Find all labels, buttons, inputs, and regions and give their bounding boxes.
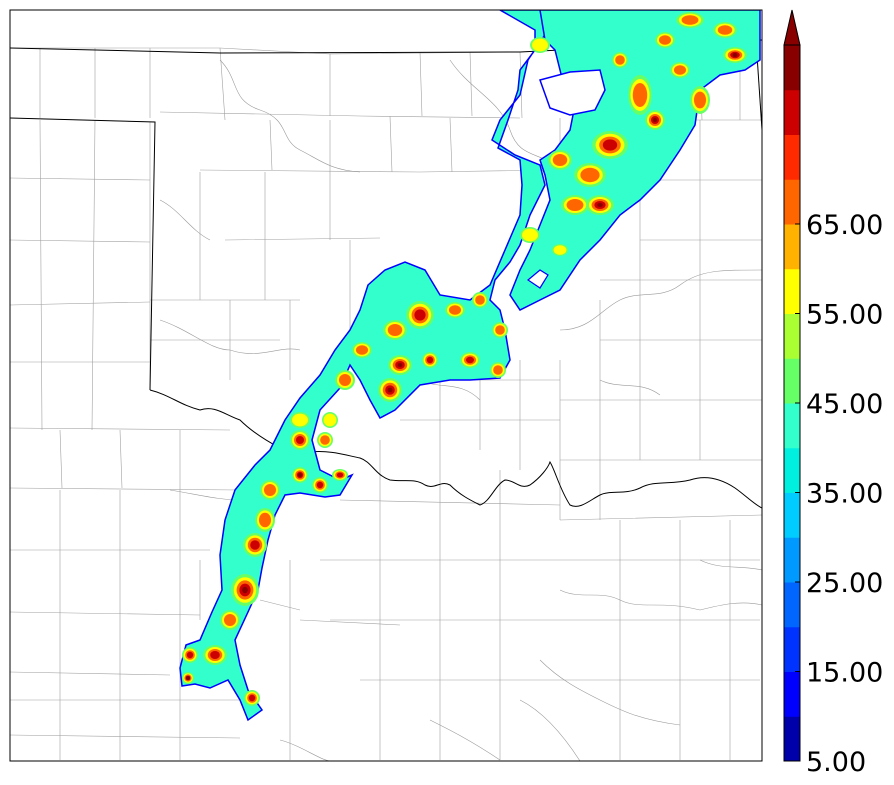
- echo-cell: [495, 325, 505, 335]
- colorbar-tick-label: 55.00: [806, 300, 883, 331]
- colorbar-extend-arrow: [783, 9, 801, 46]
- county-lines: [10, 10, 762, 760]
- map-frame: [9, 9, 763, 762]
- colorbar-segment: [784, 537, 800, 583]
- echo-cell: [659, 35, 671, 45]
- echo-gap: [539, 69, 606, 116]
- echo-cell: [296, 436, 304, 444]
- echo-cell: [597, 203, 603, 207]
- echo-cell: [674, 65, 686, 75]
- echo-cell: [414, 309, 426, 321]
- echo-cell: [250, 540, 260, 550]
- colorbar-segment: [784, 179, 800, 225]
- colorbar-segment: [784, 268, 800, 314]
- echo-cell: [653, 118, 657, 122]
- echo-cell: [694, 91, 706, 109]
- colorbar-segment: [784, 716, 800, 762]
- echo-envelope: [179, 10, 549, 722]
- echo-cell: [602, 139, 618, 151]
- colorbar-tick-label: 25.00: [806, 568, 883, 599]
- echo-cell: [298, 473, 302, 477]
- echo-cell: [552, 154, 568, 166]
- echo-cell: [210, 651, 220, 659]
- echo-cell: [466, 356, 474, 364]
- echo-gap: [526, 269, 549, 289]
- echo-cell: [475, 295, 485, 305]
- echo-cell: [732, 53, 738, 57]
- echo-cell: [580, 167, 600, 183]
- colorbar-tick-label: 5.00: [806, 747, 866, 778]
- colorbar-segment: [784, 626, 800, 672]
- echo-cell: [292, 413, 308, 427]
- echo-cell: [186, 651, 194, 659]
- echo-cell: [493, 365, 503, 375]
- colorbar-segment: [784, 134, 800, 180]
- echo-cell: [681, 15, 699, 25]
- colorbar-segment: [784, 313, 800, 359]
- echo-cell: [264, 484, 276, 496]
- echo-cell: [323, 413, 337, 427]
- colorbar: 5.00 15.00 25.00 35.00 45.00 55.00 65.00: [783, 9, 883, 778]
- colorbar-segment: [784, 492, 800, 538]
- echo-cell: [387, 387, 393, 393]
- echo-cell: [615, 55, 625, 65]
- echo-cell: [242, 586, 248, 594]
- colorbar-segment: [784, 403, 800, 449]
- echo-cell: [387, 324, 403, 336]
- echo-cell: [186, 676, 190, 680]
- colorbar-tick-label: 45.00: [806, 389, 883, 420]
- reflectivity-echoes: [179, 10, 761, 722]
- echo-cell: [426, 356, 434, 364]
- colorbar-segment: [784, 224, 800, 270]
- echo-cell: [316, 481, 324, 489]
- echo-cell: [356, 345, 368, 355]
- echo-cell: [259, 512, 271, 528]
- echo-cell: [532, 38, 548, 52]
- echo-cell: [336, 472, 344, 478]
- echo-cell: [320, 435, 330, 445]
- colorbar-segment: [784, 89, 800, 135]
- colorbar-tick-label: 35.00: [806, 479, 883, 510]
- echo-cell: [553, 245, 567, 255]
- colorbar-tick-label: 65.00: [806, 210, 883, 241]
- echo-cell: [224, 614, 236, 626]
- colorbar-segment: [784, 45, 800, 91]
- echo-cell: [248, 694, 256, 702]
- colorbar-segment: [784, 671, 800, 717]
- echo-cell: [339, 374, 351, 386]
- colorbar-segment: [784, 582, 800, 628]
- echo-cell: [717, 25, 733, 35]
- echo-cell: [397, 363, 403, 367]
- echo-cell: [566, 199, 584, 211]
- colorbar-segment: [784, 358, 800, 404]
- echo-cell: [522, 228, 538, 242]
- colorbar-tick-label: 15.00: [806, 658, 883, 689]
- echo-cell: [632, 83, 648, 107]
- colorbar-segment: [784, 447, 800, 493]
- echo-cell: [449, 305, 461, 315]
